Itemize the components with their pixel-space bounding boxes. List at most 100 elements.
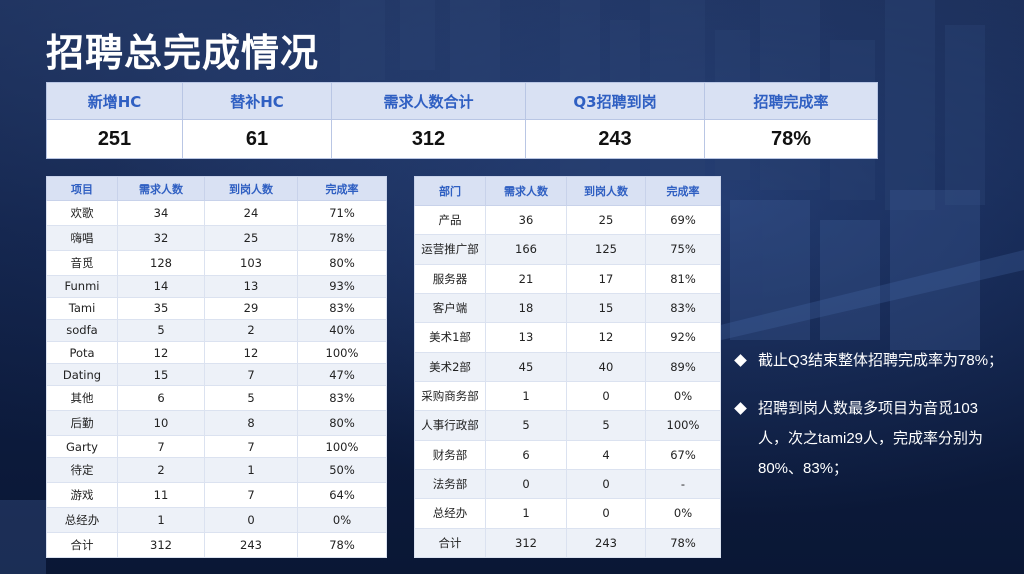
- project-demand-cell: 14: [117, 274, 205, 298]
- project-name-cell: 待定: [46, 457, 118, 483]
- department-onboard-cell: 40: [566, 351, 646, 382]
- department-demand-cell: 21: [485, 263, 567, 294]
- project-onboard-cell: 103: [204, 249, 298, 276]
- department-header-dept: 部门: [414, 176, 486, 206]
- summary-header-new-hc: 新增HC: [46, 82, 183, 120]
- project-onboard-cell: 7: [204, 482, 298, 508]
- project-demand-cell: 6: [117, 385, 205, 412]
- project-name-cell: 音觅: [46, 249, 118, 276]
- department-onboard-cell: 0: [566, 498, 646, 529]
- department-onboard-cell: 243: [566, 527, 646, 559]
- summary-header-row: 新增HC 替补HC 需求人数合计 Q3招聘到岗 招聘完成率: [46, 82, 878, 120]
- summary-header-q3-onboard: Q3招聘到岗: [525, 82, 705, 120]
- project-row: Tami 35 29 83%: [46, 296, 387, 320]
- project-onboard-cell: 13: [204, 274, 298, 298]
- project-row: 其他 6 5 83%: [46, 385, 387, 412]
- project-rate-cell: 50%: [297, 457, 387, 483]
- department-demand-cell: 6: [485, 439, 567, 470]
- diamond-bullet-icon: [734, 402, 747, 415]
- department-row: 运营推广部 166 125 75%: [414, 234, 721, 265]
- project-rate-cell: 40%: [297, 318, 387, 343]
- department-rate-cell: 81%: [645, 263, 721, 294]
- department-table-body: 产品 36 25 69% 运营推广部 166 125 75% 服务器 21 17 81% 客户端 18 15…: [414, 204, 721, 559]
- project-table-body: 欢歌 34 24 71% 嗨唱 32 25 78% 音觅 128 103 80% Funmi 14 13 93…: [46, 200, 387, 559]
- department-name-cell: 法务部: [414, 468, 486, 500]
- summary-value-completion-rate: 78%: [704, 119, 878, 159]
- project-row: Pota 12 12 100%: [46, 340, 387, 365]
- department-rate-cell: 67%: [645, 439, 721, 470]
- department-rate-cell: 75%: [645, 234, 721, 265]
- project-rate-cell: 83%: [297, 385, 387, 412]
- project-rate-cell: 83%: [297, 296, 387, 320]
- project-row: 游戏 11 7 64%: [46, 482, 387, 508]
- department-demand-cell: 1: [485, 380, 567, 412]
- department-name-cell: 美术1部: [414, 322, 486, 353]
- department-row: 法务部 0 0-: [414, 468, 721, 500]
- project-demand-cell: 12: [117, 340, 205, 365]
- summary-table: 新增HC 替补HC 需求人数合计 Q3招聘到岗 招聘完成率 251 61 312…: [46, 82, 878, 159]
- note-item: 截止Q3结束整体招聘完成率为78%；: [734, 346, 1006, 376]
- department-table: 部门 需求人数 到岗人数 完成率 产品 36 25 69% 运营推广部 166 125 75%…: [414, 176, 721, 559]
- department-rate-cell: -: [645, 468, 721, 500]
- project-name-cell: 嗨唱: [46, 224, 118, 251]
- department-name-cell: 合计: [414, 527, 486, 559]
- project-onboard-cell: 7: [204, 363, 298, 387]
- project-row: Funmi 14 13 93%: [46, 274, 387, 298]
- department-header-rate: 完成率: [645, 176, 721, 206]
- project-demand-cell: 10: [117, 410, 205, 436]
- project-onboard-cell: 2: [204, 318, 298, 343]
- project-rate-cell: 93%: [297, 274, 387, 298]
- project-row: Garty 7 7 100%: [46, 434, 387, 459]
- project-name-cell: sodfa: [46, 318, 118, 343]
- summary-header-total-demand: 需求人数合计: [331, 82, 526, 120]
- project-row: 音觅 128 103 80%: [46, 249, 387, 276]
- department-header-onboard: 到岗人数: [566, 176, 646, 206]
- project-row: sodfa 5 2 40%: [46, 318, 387, 343]
- project-rate-cell: 71%: [297, 200, 387, 226]
- project-rate-cell: 80%: [297, 249, 387, 276]
- department-demand-cell: 0: [485, 468, 567, 500]
- project-demand-cell: 32: [117, 224, 205, 251]
- project-row: Dating 15 7 47%: [46, 363, 387, 387]
- department-rate-cell: 92%: [645, 322, 721, 353]
- department-onboard-cell: 25: [566, 204, 646, 236]
- department-rate-cell: 0%: [645, 498, 721, 529]
- project-demand-cell: 34: [117, 200, 205, 226]
- department-demand-cell: 18: [485, 292, 567, 324]
- project-row: 后勤 10 8 80%: [46, 410, 387, 436]
- department-rate-cell: 78%: [645, 527, 721, 559]
- summary-header-replace-hc: 替补HC: [182, 82, 332, 120]
- project-name-cell: 欢歌: [46, 200, 118, 226]
- note-text: 招聘到岗人数最多项目为音觅103人，次之tami29人，完成率分别为80%、83…: [758, 400, 984, 477]
- notes-panel: 截止Q3结束整体招聘完成率为78%； 招聘到岗人数最多项目为音觅103人，次之t…: [734, 346, 1006, 502]
- project-onboard-cell: 12: [204, 340, 298, 365]
- department-row: 客户端 18 15 83%: [414, 292, 721, 324]
- project-name-cell: Garty: [46, 434, 118, 459]
- department-demand-cell: 312: [485, 527, 567, 559]
- summary-header-completion-rate: 招聘完成率: [704, 82, 878, 120]
- project-rate-cell: 80%: [297, 410, 387, 436]
- department-row: 总经办 1 0 0%: [414, 498, 721, 529]
- department-row: 服务器 21 17 81%: [414, 263, 721, 294]
- project-row: 合计 312 243 78%: [46, 531, 387, 559]
- summary-value-replace-hc: 61: [182, 119, 332, 159]
- department-demand-cell: 166: [485, 234, 567, 265]
- project-table: 项目 需求人数 到岗人数 完成率 欢歌 34 24 71% 嗨唱 32 25 78% 音觅 128…: [46, 176, 387, 559]
- project-name-cell: 后勤: [46, 410, 118, 436]
- department-name-cell: 运营推广部: [414, 234, 486, 265]
- project-rate-cell: 0%: [297, 506, 387, 533]
- department-row: 美术2部 45 40 89%: [414, 351, 721, 382]
- project-demand-cell: 35: [117, 296, 205, 320]
- department-demand-cell: 36: [485, 204, 567, 236]
- department-rate-cell: 69%: [645, 204, 721, 236]
- department-rate-cell: 100%: [645, 410, 721, 441]
- department-name-cell: 总经办: [414, 498, 486, 529]
- project-demand-cell: 2: [117, 457, 205, 483]
- department-name-cell: 人事行政部: [414, 410, 486, 441]
- project-table-header-row: 项目 需求人数 到岗人数 完成率: [46, 176, 387, 201]
- project-onboard-cell: 24: [204, 200, 298, 226]
- project-name-cell: 其他: [46, 385, 118, 412]
- department-row: 产品 36 25 69%: [414, 204, 721, 236]
- project-demand-cell: 312: [117, 531, 205, 559]
- department-demand-cell: 5: [485, 410, 567, 441]
